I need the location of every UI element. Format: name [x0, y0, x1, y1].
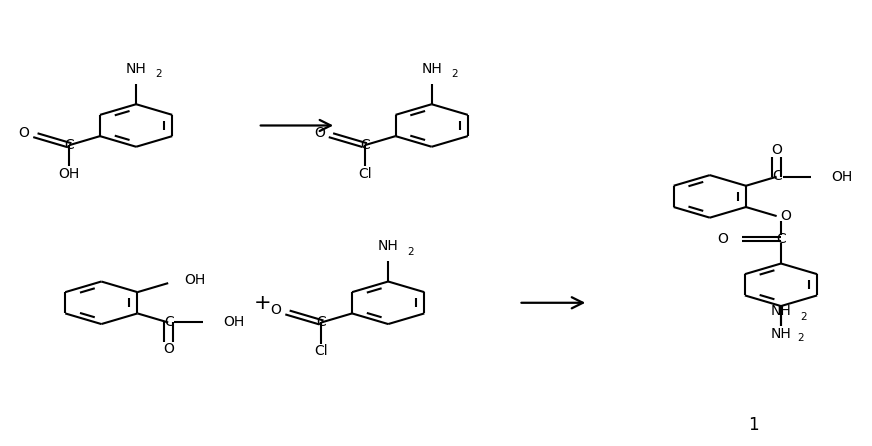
Text: OH: OH	[58, 166, 80, 181]
Text: O: O	[270, 303, 282, 317]
Text: Cl: Cl	[315, 344, 328, 358]
Text: 2: 2	[797, 333, 803, 343]
Text: O: O	[18, 126, 30, 140]
Text: OH: OH	[831, 170, 853, 184]
Text: C: C	[773, 169, 782, 183]
Text: 2: 2	[800, 312, 807, 322]
Text: 2: 2	[451, 70, 458, 79]
Text: OH: OH	[223, 315, 244, 330]
Text: C: C	[164, 315, 174, 329]
Text: 2: 2	[155, 70, 162, 79]
Text: O: O	[780, 209, 791, 223]
Text: NH: NH	[421, 62, 442, 76]
Text: +: +	[254, 293, 271, 313]
Text: O: O	[771, 143, 782, 157]
Text: C: C	[65, 138, 74, 152]
Text: C: C	[360, 138, 370, 152]
Text: Cl: Cl	[358, 166, 371, 181]
Text: NH: NH	[771, 327, 792, 342]
Text: NH: NH	[378, 239, 399, 253]
Text: C: C	[317, 315, 326, 330]
Text: C: C	[776, 232, 786, 246]
Text: O: O	[717, 232, 728, 246]
Text: OH: OH	[184, 273, 205, 287]
Text: NH: NH	[771, 305, 792, 318]
Text: 2: 2	[407, 247, 414, 257]
Text: O: O	[314, 126, 325, 140]
Text: 1: 1	[748, 416, 759, 434]
Text: O: O	[163, 343, 174, 356]
Text: NH: NH	[126, 62, 146, 76]
